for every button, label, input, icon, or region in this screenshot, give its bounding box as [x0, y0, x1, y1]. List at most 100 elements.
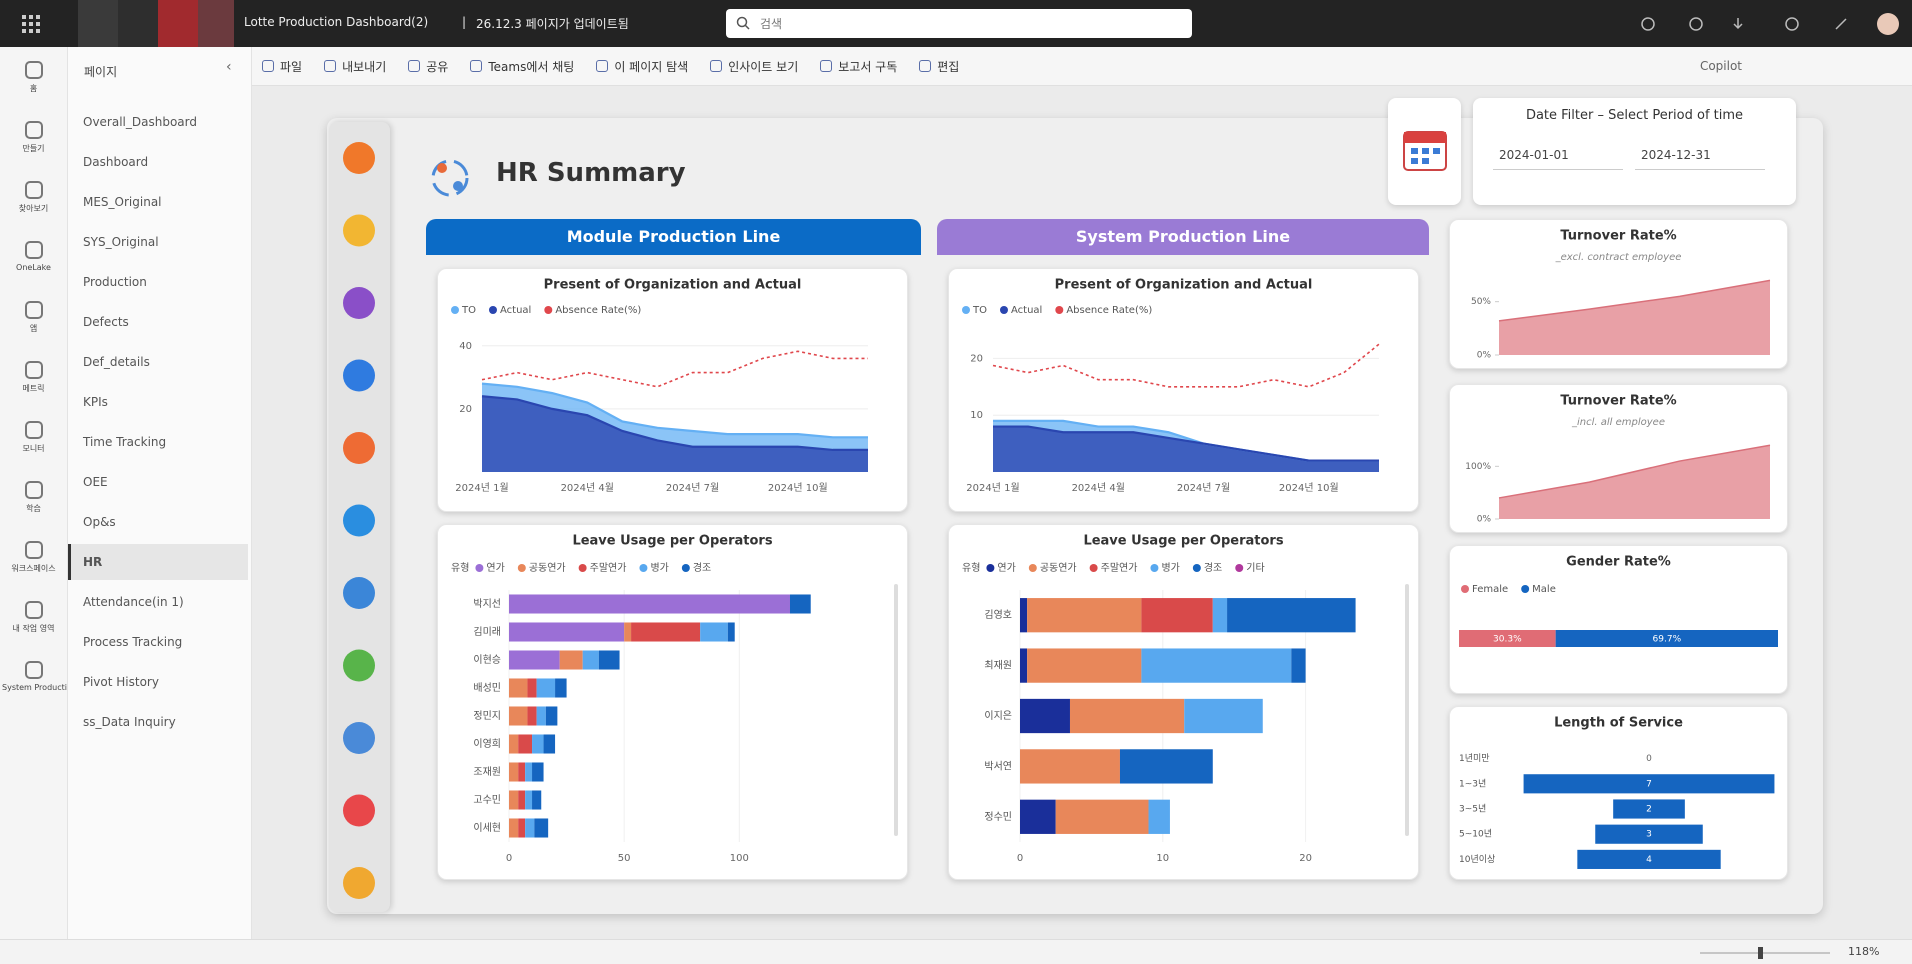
workspace-block — [158, 0, 198, 47]
toolbar-icon — [324, 60, 337, 72]
data-label: 4 — [1646, 855, 1652, 865]
bar-segment — [536, 678, 556, 698]
x-tick-label: 20 — [1299, 853, 1312, 864]
page-tab[interactable]: Production — [83, 275, 147, 289]
nav-icon — [24, 301, 43, 319]
card-background — [1449, 545, 1788, 694]
collapse-button[interactable]: ‹ — [226, 59, 232, 75]
nav-icon — [24, 181, 43, 199]
bar-segment — [518, 734, 533, 754]
toolbar-label: 보고서 구독 — [838, 59, 898, 74]
nav-item[interactable]: 찾아보기 — [0, 175, 67, 227]
legend-label: 연가 — [486, 562, 504, 574]
nav-item[interactable]: 학습 — [0, 475, 67, 527]
page-tab[interactable]: OEE — [83, 475, 108, 489]
page-tab[interactable]: Pivot History — [83, 675, 159, 689]
nav-item[interactable]: 앱 — [0, 295, 67, 347]
nav-label: 내 작업 영역 — [12, 624, 55, 633]
toolbar-button[interactable]: Teams에서 채팅 — [470, 58, 574, 75]
header-icons[interactable] — [1630, 12, 1912, 36]
legend-label: TO — [461, 305, 476, 316]
page-tab[interactable]: Overall_Dashboard — [83, 115, 197, 129]
nav-item[interactable]: 워크스페이스 — [0, 535, 67, 587]
page-tab[interactable]: Time Tracking — [83, 435, 167, 449]
search-box[interactable]: 검색 — [726, 9, 1192, 38]
nav-item[interactable]: 만들기 — [0, 115, 67, 167]
legend-marker — [1461, 585, 1469, 593]
nav-item[interactable]: 내 작업 영역 — [0, 595, 67, 647]
page-tab[interactable]: HR — [68, 544, 248, 580]
chart-subtitle: _incl. all employee — [1571, 417, 1665, 428]
calendar-card — [1388, 98, 1461, 205]
toolbar-button[interactable]: 이 페이지 탐색 — [596, 58, 688, 75]
chart-title: Present of Organization and Actual — [1055, 278, 1313, 293]
nav-item[interactable]: 모니터 — [0, 415, 67, 467]
separator: | — [462, 15, 467, 29]
nav-icon — [24, 481, 43, 499]
nav-item[interactable]: 홈 — [0, 55, 67, 107]
toolbar-button[interactable]: 보고서 구독 — [820, 58, 897, 75]
funnel-bar — [1595, 824, 1703, 844]
bar-segment — [598, 650, 620, 670]
date-start[interactable]: 2024-01-01 — [1493, 142, 1623, 170]
nav-item[interactable]: System Producti... — [0, 655, 67, 707]
toolbar-button[interactable]: 파일 — [262, 58, 302, 75]
page-tab[interactable]: Attendance(in 1) — [83, 595, 184, 609]
bar-segment — [582, 650, 599, 670]
funnel-bar — [1613, 799, 1685, 819]
page-tab[interactable]: MES_Original — [83, 195, 162, 209]
bar-segment — [509, 734, 519, 754]
page-tab[interactable]: SYS_Original — [83, 235, 159, 249]
toolbar-button[interactable]: 공유 — [408, 58, 448, 75]
page-tab[interactable]: Defects — [83, 315, 129, 329]
toolbar-button[interactable]: 인사이트 보기 — [710, 58, 798, 75]
category-label: 이현승 — [473, 654, 501, 666]
nav-icon — [24, 361, 43, 379]
x-tick-label: 2024년 7월 — [1177, 482, 1230, 494]
chart-card: Leave Usage per Operators 유형 연가 공동연가 주말연가 병가 경… — [437, 524, 908, 880]
legend-marker — [1055, 306, 1064, 314]
category-label: 배성민 — [473, 682, 501, 694]
category-label: 최재원 — [984, 660, 1012, 672]
legend-marker — [544, 306, 553, 314]
category-label: 1년미만 — [1459, 753, 1490, 764]
toolbar-icon — [919, 60, 932, 72]
nav-item[interactable]: OneLake — [0, 235, 67, 287]
chart-card: Gender Rate% Female Male 30.3% 69.7% — [1449, 545, 1788, 694]
x-tick-label: 2024년 4월 — [561, 482, 614, 494]
toolbar-button[interactable]: 편집 — [919, 58, 959, 75]
toolbar-button[interactable]: 내보내기 — [324, 58, 386, 75]
bar-segment — [1148, 799, 1170, 834]
legend-label: 연가 — [997, 562, 1015, 574]
toolbar-icon — [710, 60, 723, 72]
zoom-slider[interactable] — [1690, 946, 1840, 960]
workspace-block — [118, 0, 158, 47]
section-header: Module Production Line — [426, 219, 921, 255]
page-tab[interactable]: KPIs — [83, 395, 108, 409]
category-label: 박지선 — [473, 598, 501, 610]
data-label: 69.7% — [1653, 635, 1682, 645]
nav-icon — [343, 794, 375, 827]
page-tab[interactable]: Process Tracking — [83, 635, 183, 649]
waffle-icon[interactable] — [22, 15, 40, 33]
bar-segment — [509, 790, 519, 810]
page-tab[interactable]: ss_Data Inquiry — [83, 715, 176, 729]
category-label: 정수민 — [984, 811, 1012, 823]
legend-marker — [517, 564, 526, 572]
report-status[interactable]: 26.12.3 페이지가 업데이트됨 — [476, 17, 629, 31]
nav-label: 홈 — [29, 84, 38, 93]
copilot-button[interactable]: Copilot — [1699, 59, 1742, 73]
page-tab[interactable]: Op&s — [83, 515, 116, 529]
page-tab[interactable]: Def_details — [83, 355, 150, 369]
y-tick-label: 10 — [970, 410, 983, 421]
category-label: 김미래 — [473, 626, 501, 638]
bar-segment — [532, 734, 544, 754]
date-end[interactable]: 2024-12-31 — [1635, 142, 1765, 170]
legend-label: 경조 — [1204, 561, 1222, 574]
page-tab[interactable]: Dashboard — [83, 155, 149, 169]
legend-label: Actual — [1011, 305, 1042, 316]
nav-icon — [343, 359, 375, 392]
bar-segment — [509, 762, 519, 782]
bar-segment — [727, 622, 735, 642]
nav-item[interactable]: 메트릭 — [0, 355, 67, 407]
